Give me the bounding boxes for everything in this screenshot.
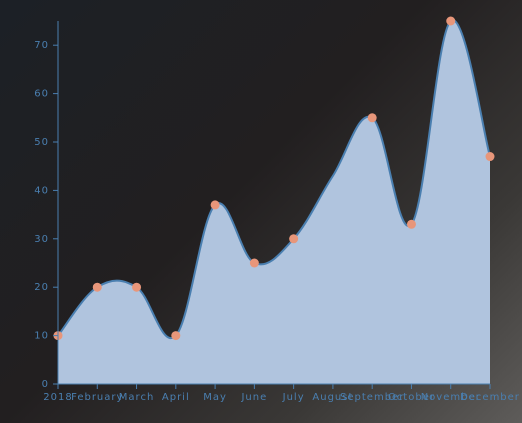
x-tick-label: 2018 — [43, 392, 72, 403]
y-tick-label: 30 — [34, 234, 49, 245]
marker — [289, 234, 299, 244]
x-tick-label: September — [340, 392, 404, 403]
marker — [171, 331, 181, 341]
x-tick-label: March — [119, 392, 154, 403]
x-tick-label: February — [71, 392, 123, 403]
x-tick-label: April — [162, 392, 190, 403]
marker — [132, 282, 142, 292]
y-tick-label: 10 — [34, 331, 49, 342]
x-tick-label: October — [388, 392, 435, 403]
y-tick-label: 0 — [42, 379, 49, 390]
y-tick-label: 60 — [34, 89, 49, 100]
y-tick-label: 20 — [34, 282, 49, 293]
x-tick-label: August — [312, 392, 353, 403]
marker — [406, 219, 416, 229]
x-tick-label: November — [421, 392, 481, 403]
x-tick-label: May — [203, 392, 227, 403]
marker — [210, 200, 220, 210]
y-tick-label: 50 — [34, 137, 49, 148]
y-tick-label: 70 — [34, 40, 49, 51]
x-tick-label: June — [240, 392, 267, 403]
marker — [92, 282, 102, 292]
marker — [367, 113, 377, 123]
marker — [446, 16, 456, 26]
marker — [485, 152, 495, 162]
marker — [249, 258, 259, 268]
area — [58, 20, 490, 385]
x-tick-label: July — [282, 392, 305, 403]
x-tick-label: December — [460, 392, 520, 403]
y-tick-label: 40 — [34, 185, 49, 196]
